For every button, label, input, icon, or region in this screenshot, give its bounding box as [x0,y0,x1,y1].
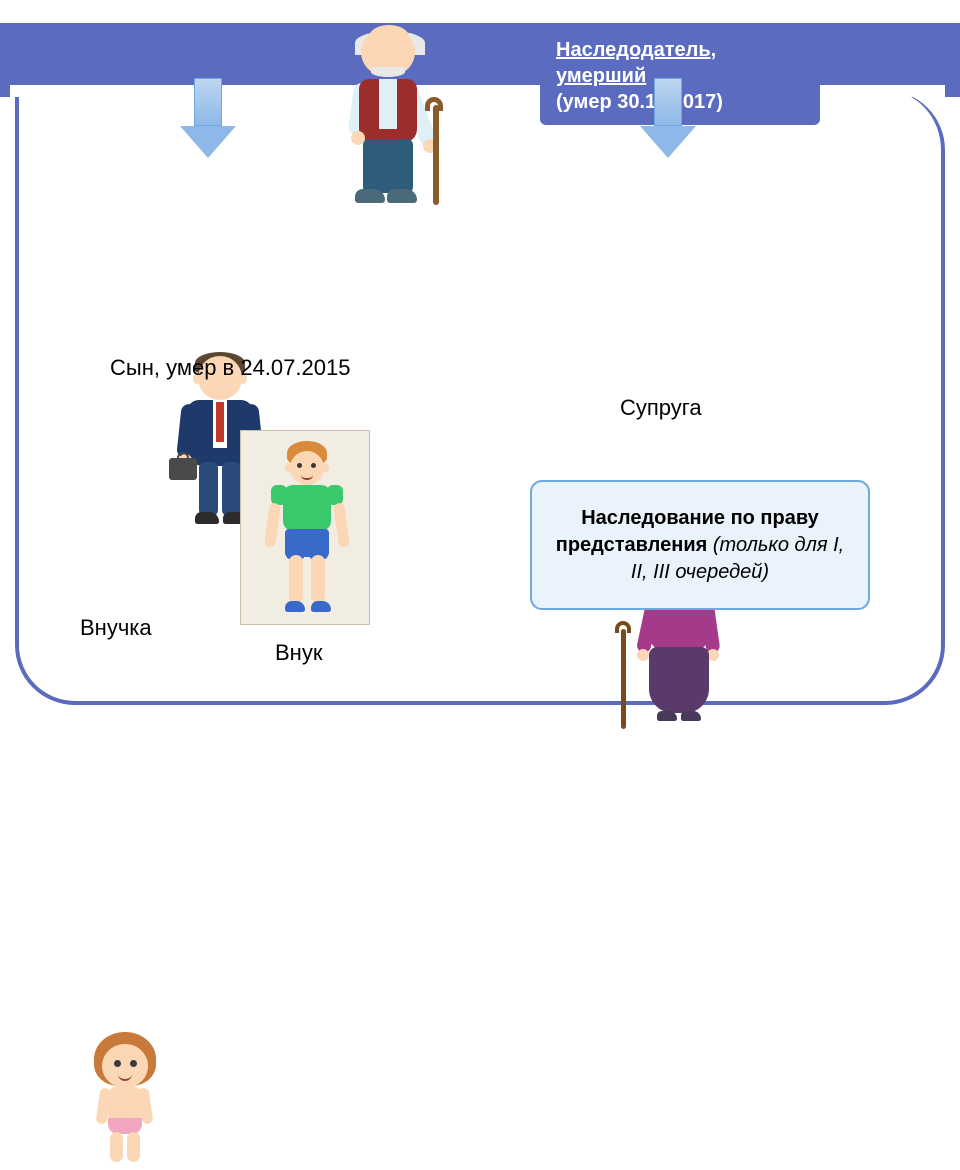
figure-granddaughter [80,1030,170,1170]
content-frame [15,90,945,705]
figure-grandson [240,430,370,625]
note-representation: Наследование по праву представления (тол… [530,480,870,610]
label-granddaughter: Внучка [80,615,152,641]
label-spouse: Супруга [620,395,702,421]
label-son: Сын, умер в 24.07.2015 [110,355,350,381]
arrow-to-son [180,78,236,158]
figure-testator [325,25,465,215]
arrow-to-spouse [640,78,696,158]
label-grandson: Внук [275,640,322,666]
